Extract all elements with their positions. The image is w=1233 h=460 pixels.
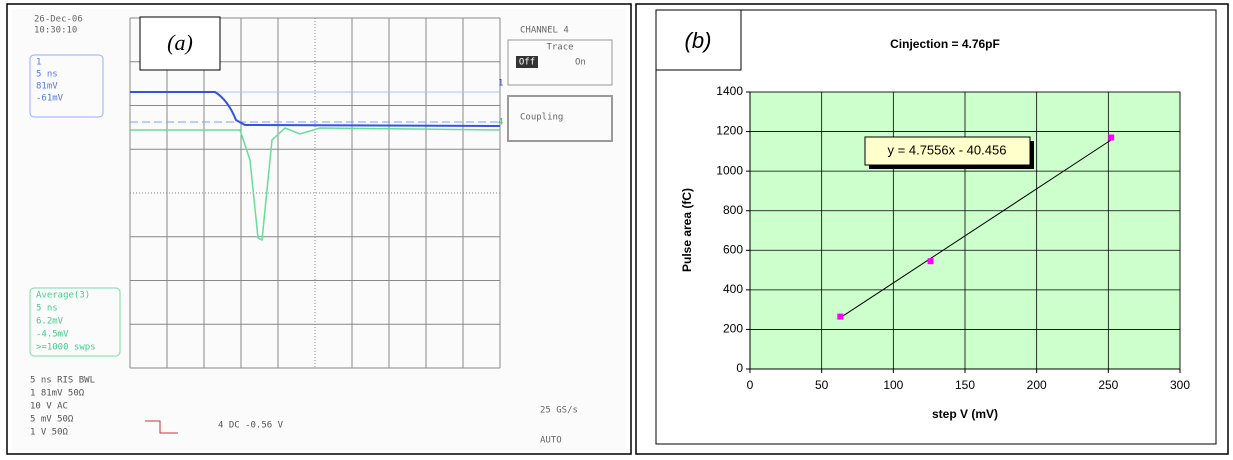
page: (a) 26-Dec-06 10:30:10 CHANNEL 4 Trace O… (0, 0, 1233, 455)
ch1-line: 5 ns (36, 70, 58, 80)
bottom-line: 1 V 50Ω (30, 428, 69, 438)
x-tick-label: 100 (883, 378, 903, 392)
plot: 0 200 400 600 800 1000 1200 1400 0 50 100 150 200 250… (716, 84, 1190, 392)
point (837, 314, 843, 320)
x-tick-label: 300 (1170, 378, 1190, 392)
panel-b-label: (b) (685, 28, 712, 53)
ch1-marker: 1 (498, 79, 503, 89)
bottom-line: 1 81mV 50Ω (30, 389, 85, 399)
x-tick-label: 150 (955, 378, 975, 392)
channel-label: CHANNEL 4 (520, 26, 569, 36)
figure: (a) 26-Dec-06 10:30:10 CHANNEL 4 Trace O… (0, 0, 1233, 455)
panel-label: (a) (167, 30, 193, 55)
x-tick-label: 0 (747, 378, 754, 392)
trace-title: Trace (546, 43, 573, 53)
y-tick-label: 1200 (716, 124, 743, 138)
ch1-line: -61mV (36, 94, 64, 104)
y-tick-label: 600 (723, 242, 743, 256)
y-axis-label: Pulse area (fC) (680, 188, 694, 272)
coupling: Coupling (520, 113, 563, 123)
y-tick-label: 200 (723, 322, 743, 336)
scope-date: 26-Dec-06 (34, 15, 83, 25)
avg-line: Average(3) (36, 291, 90, 301)
x-tick-label: 200 (1027, 378, 1047, 392)
y-tick-label: 400 (723, 282, 743, 296)
ch1-line: 1 (36, 58, 41, 68)
y-tick-label: 800 (723, 203, 743, 217)
trigger-info: 4 DC -0.56 V (218, 421, 284, 431)
x-tick-label: 50 (815, 378, 829, 392)
avg-line: >=1000 swps (36, 343, 96, 353)
y-tick-label: 1000 (716, 163, 743, 177)
scope-time: 10:30:10 (34, 26, 77, 36)
bottom-line: 10 V AC (30, 402, 68, 412)
x-axis-label: step V (mV) (932, 407, 998, 421)
ch1-line: 81mV (36, 82, 58, 92)
point (1108, 135, 1114, 141)
x-tick-label: 250 (1098, 378, 1118, 392)
ch4-marker: 4 (498, 118, 503, 128)
avg-line: -4.5mV (36, 330, 69, 340)
oscilloscope: (a) 26-Dec-06 10:30:10 CHANNEL 4 Trace O… (12, 9, 626, 451)
equation: y = 4.7556x - 40.456 (888, 142, 1007, 157)
trace-on: On (575, 58, 586, 68)
bottom-line: 5 mV 50Ω (30, 415, 74, 425)
trace-off: Off (519, 58, 535, 68)
y-tick-label: 0 (736, 361, 743, 375)
scope-screen (12, 9, 626, 451)
y-tick-label: 1400 (716, 84, 743, 98)
trigger-mode: AUTO (540, 436, 562, 446)
sample-rate: 25 GS/s (540, 406, 578, 416)
chart-title: Cinjection = 4.76pF (890, 37, 1000, 51)
bottom-line: 5 ns RIS BWL (30, 376, 95, 386)
point (928, 258, 934, 264)
avg-line: 5 ns (36, 304, 58, 314)
avg-line: 6.2mV (36, 317, 64, 327)
